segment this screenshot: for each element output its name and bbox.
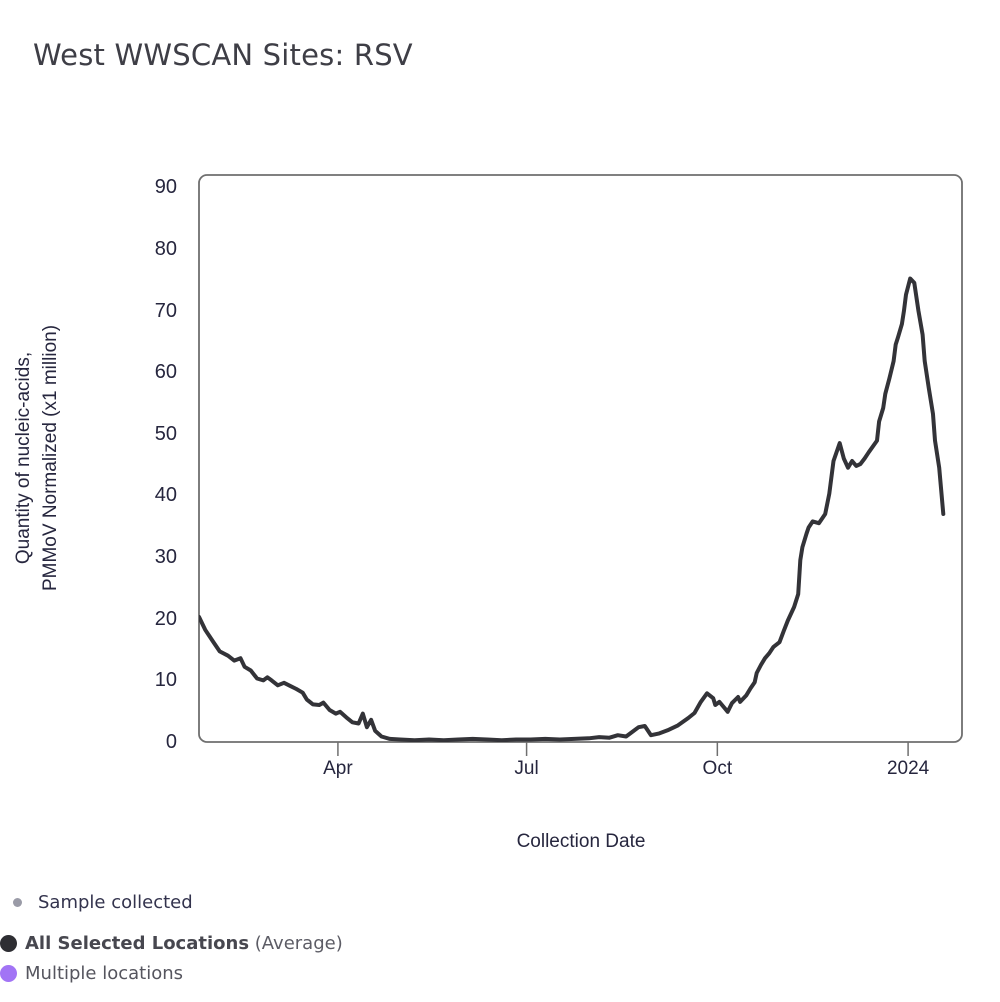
y-tick-label: 40 — [154, 484, 177, 507]
y-tick-label: 70 — [154, 299, 177, 322]
y-tick-label: 20 — [154, 607, 177, 630]
legend-item-multiple-locations[interactable]: Multiple locations — [0, 962, 183, 984]
legend-item-sample-collected[interactable]: Sample collected — [13, 891, 193, 913]
series-line-all-selected-locations — [199, 276, 946, 742]
page-title: West WWSCAN Sites: RSV — [33, 38, 413, 72]
multiple-locations-dot-icon — [0, 964, 17, 982]
y-tick-label: 30 — [154, 546, 177, 569]
x-axis-tick-labels: Apr Jul Oct 2024 — [198, 757, 964, 783]
x-axis-tick-marks — [337, 742, 909, 756]
y-tick-label: 50 — [154, 422, 177, 445]
x-tick-label: Oct — [702, 758, 733, 779]
y-tick-label: 80 — [154, 237, 177, 260]
sample-collected-dot-icon — [13, 897, 22, 907]
legend-label-multiple-locations: Multiple locations — [25, 962, 184, 984]
y-tick-label: 0 — [165, 731, 177, 753]
y-tick-label: 60 — [154, 361, 177, 384]
x-tick-label: Jul — [514, 758, 539, 779]
plot-border — [198, 174, 963, 743]
legend-label-all-selected-locations-bold: All Selected Locations — [25, 932, 250, 954]
x-tick-label: Apr — [323, 758, 353, 779]
x-axis-title: Collection Date — [516, 831, 646, 852]
legend-label-average-suffix: (Average) — [249, 932, 343, 954]
y-tick-label: 90 — [154, 176, 177, 199]
y-axis-tick-labels: 0 10 20 30 40 50 60 70 80 90 — [0, 174, 190, 753]
all-selected-locations-dot-icon — [0, 934, 17, 952]
legend-label-all-selected-locations: All Selected Locations (Average) — [25, 933, 343, 954]
x-tick-label: 2024 — [886, 758, 930, 779]
plot-canvas[interactable] — [198, 174, 964, 774]
legend-item-all-selected-locations[interactable]: All Selected Locations (Average) — [0, 932, 343, 954]
legend-label-sample-collected: Sample collected — [38, 891, 193, 913]
y-tick-label: 10 — [154, 669, 177, 692]
